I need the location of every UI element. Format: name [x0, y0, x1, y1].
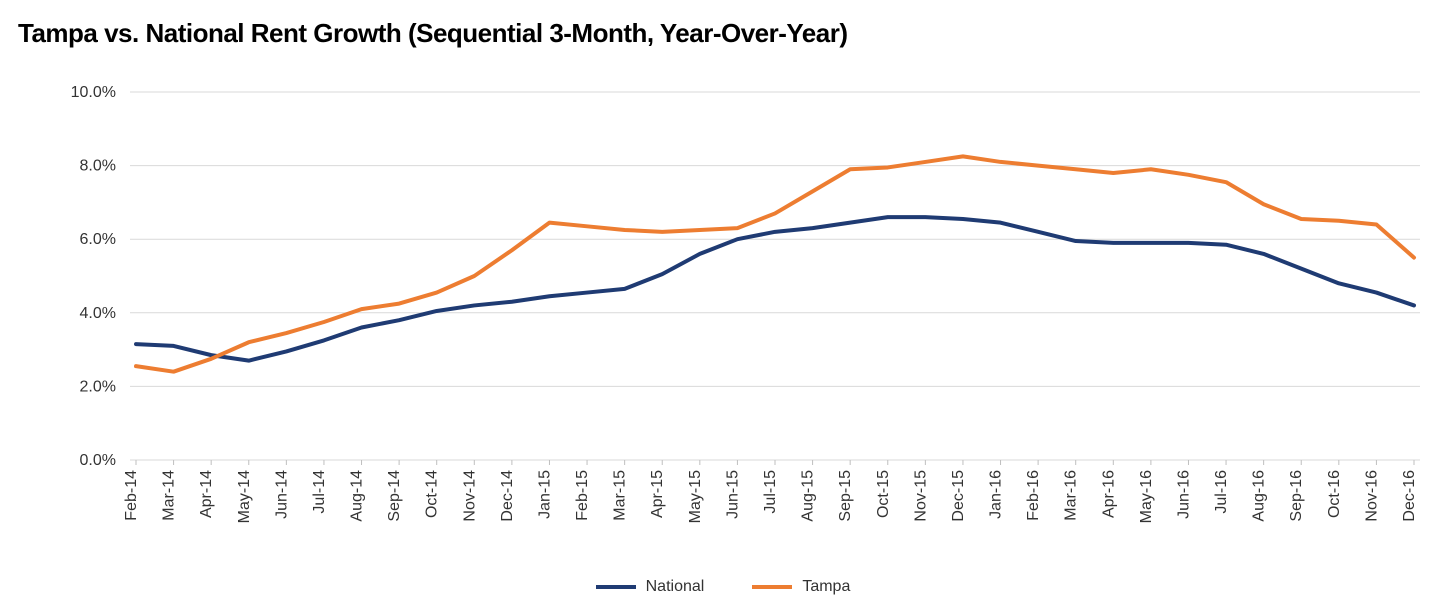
- x-tick-label: Aug-15: [800, 470, 817, 522]
- y-tick-label: 0.0%: [80, 452, 116, 469]
- x-tick-label: Aug-14: [349, 470, 366, 522]
- x-tick-label: Nov-16: [1363, 470, 1380, 522]
- chart-container: Tampa vs. National Rent Growth (Sequenti…: [0, 0, 1446, 604]
- x-tick-label: Aug-16: [1251, 470, 1268, 522]
- legend-label: National: [646, 578, 705, 596]
- line-chart: 0.0% 2.0% 4.0% 6.0% 8.0% 10.0% Feb-14 Mar-14 Apr…: [0, 0, 1446, 604]
- y-tick-label: 4.0%: [80, 305, 116, 322]
- x-tick-label: May-14: [236, 470, 253, 523]
- x-tick-label: Dec-16: [1401, 470, 1418, 522]
- x-tick-label: Mar-14: [161, 470, 178, 521]
- x-tick-label: Apr-16: [1100, 470, 1117, 518]
- x-tick-label: Jul-15: [762, 470, 779, 514]
- x-tick-label: Jul-14: [311, 470, 328, 514]
- series-line-national: [136, 217, 1414, 361]
- x-tick-label: Dec-15: [950, 470, 967, 522]
- y-tick-label: 2.0%: [80, 378, 116, 395]
- x-tick-label: Jul-16: [1213, 470, 1230, 514]
- x-tick-label: Apr-14: [198, 470, 215, 518]
- x-tick-label: Jun-14: [273, 470, 290, 519]
- x-tick-label: Jan-15: [536, 470, 553, 519]
- x-tick-label: Nov-15: [912, 470, 929, 522]
- legend-item-national: National: [596, 578, 705, 596]
- x-tick-label: Feb-14: [123, 470, 140, 521]
- x-tick-label: Sep-14: [386, 470, 403, 522]
- x-tick-label: Sep-16: [1288, 470, 1305, 522]
- x-tick-label: Apr-15: [649, 470, 666, 518]
- x-tick-label: Mar-16: [1063, 470, 1080, 521]
- x-tick-label: Oct-14: [424, 470, 441, 518]
- x-tick-label: May-16: [1138, 470, 1155, 523]
- legend-swatch: [752, 585, 792, 589]
- x-tick-label: Jun-15: [724, 470, 741, 519]
- x-tick-label: Nov-14: [461, 470, 478, 522]
- x-tick-label: Jun-16: [1175, 470, 1192, 519]
- y-tick-label: 10.0%: [71, 84, 116, 101]
- x-tick-label: Jan-16: [988, 470, 1005, 519]
- x-tick-label: Feb-16: [1025, 470, 1042, 521]
- x-tick-label: Dec-14: [499, 470, 516, 522]
- legend-label: Tampa: [802, 578, 850, 596]
- y-tick-label: 6.0%: [80, 231, 116, 248]
- x-tick-label: Mar-15: [612, 470, 629, 521]
- x-tick-label: Oct-15: [875, 470, 892, 518]
- chart-legend: National Tampa: [0, 576, 1446, 596]
- x-tick-label: Oct-16: [1326, 470, 1343, 518]
- y-tick-label: 8.0%: [80, 158, 116, 175]
- x-tick-label: May-15: [687, 470, 704, 523]
- x-tick-label: Feb-15: [574, 470, 591, 521]
- legend-item-tampa: Tampa: [752, 578, 850, 596]
- x-tick-label: Sep-15: [837, 470, 854, 522]
- legend-swatch: [596, 585, 636, 589]
